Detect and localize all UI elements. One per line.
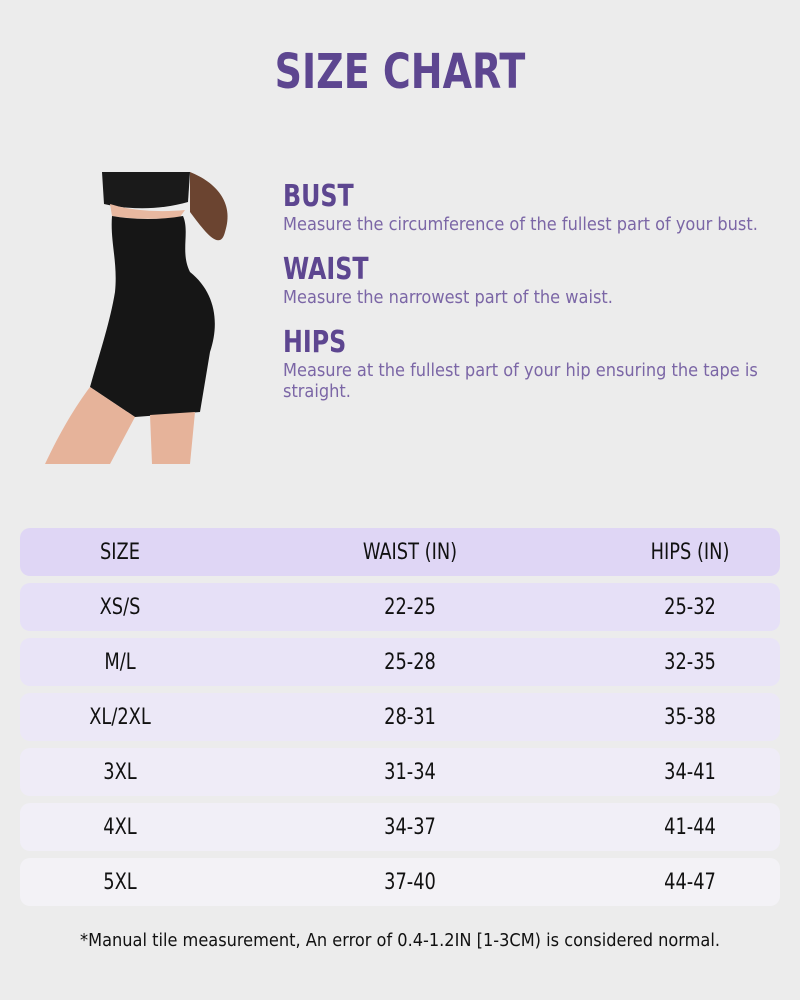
cell-hips: 34-41: [664, 759, 716, 785]
table-row: M/L 25-28 32-35: [20, 638, 780, 686]
measure-waist: WAIST Measure the narrowest part of the …: [283, 252, 763, 309]
page-title: SIZE CHART: [274, 44, 526, 100]
cell-size: 3XL: [103, 759, 137, 785]
table-header-row: SIZE WAIST (IN) HIPS (IN): [20, 528, 780, 576]
header-size: SIZE: [99, 539, 141, 565]
cell-waist: 31-34: [384, 759, 436, 785]
table-row: 5XL 37-40 44-47: [20, 858, 780, 906]
waist-description: Measure the narrowest part of the waist.: [283, 287, 613, 308]
model-photo-shapewear: [45, 172, 228, 464]
cell-hips: 35-38: [664, 704, 716, 730]
cell-hips: 32-35: [664, 649, 716, 675]
measure-hips: HIPS Measure at the fullest part of your…: [283, 325, 763, 403]
hips-description: Measure at the fullest part of your hip …: [283, 360, 758, 402]
cell-size: 4XL: [103, 814, 137, 840]
cell-waist: 37-40: [384, 869, 436, 895]
table-row: 4XL 34-37 41-44: [20, 803, 780, 851]
footnote: *Manual tile measurement, An error of 0.…: [80, 930, 720, 951]
cell-size: 5XL: [103, 869, 137, 895]
cell-hips: 41-44: [664, 814, 716, 840]
bust-heading: BUST: [283, 179, 354, 214]
size-table: SIZE WAIST (IN) HIPS (IN) XS/S 22-25 25-…: [20, 528, 780, 913]
cell-waist: 34-37: [384, 814, 436, 840]
cell-waist: 25-28: [384, 649, 436, 675]
cell-waist: 22-25: [384, 594, 436, 620]
waist-heading: WAIST: [283, 252, 369, 287]
measurement-guide: BUST Measure the circumference of the fu…: [283, 180, 763, 420]
header-waist: WAIST (IN): [362, 539, 458, 565]
cell-hips: 25-32: [664, 594, 716, 620]
table-row: XS/S 22-25 25-32: [20, 583, 780, 631]
header-hips: HIPS (IN): [650, 539, 730, 565]
hips-heading: HIPS: [283, 325, 347, 360]
table-row: 3XL 31-34 34-41: [20, 748, 780, 796]
cell-size: M/L: [104, 649, 136, 675]
measure-bust: BUST Measure the circumference of the fu…: [283, 179, 763, 236]
table-row: XL/2XL 28-31 35-38: [20, 693, 780, 741]
bust-description: Measure the circumference of the fullest…: [283, 214, 758, 235]
cell-hips: 44-47: [664, 869, 716, 895]
cell-size: XL/2XL: [89, 704, 151, 730]
cell-size: XS/S: [99, 594, 141, 620]
cell-waist: 28-31: [384, 704, 436, 730]
